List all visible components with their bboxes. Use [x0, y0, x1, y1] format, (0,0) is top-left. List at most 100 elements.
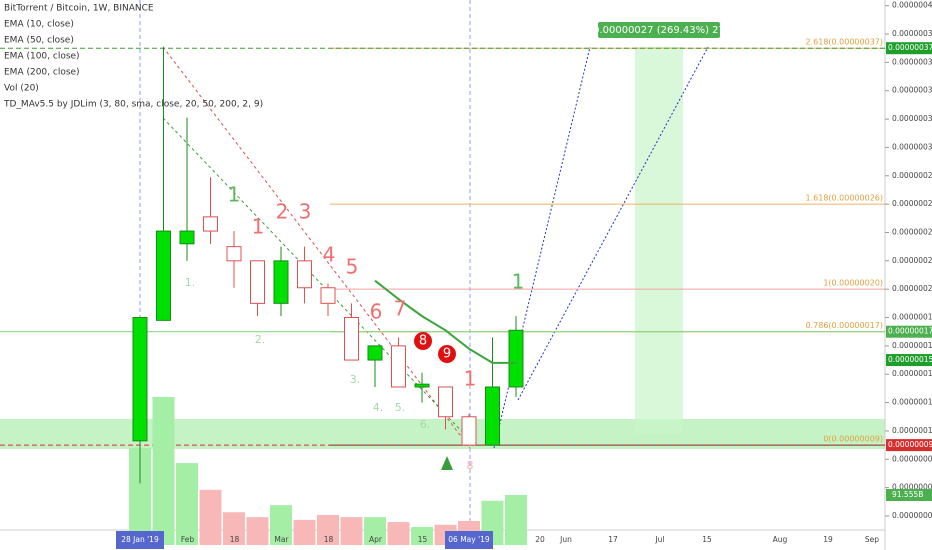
- x-tick-label: 18: [230, 535, 240, 544]
- candle-body: [179, 230, 195, 245]
- x-tick-label: Apr: [369, 535, 383, 544]
- date-tag: [116, 531, 164, 549]
- legend-line: EMA (100, close): [4, 52, 80, 62]
- price-tag: [886, 354, 932, 367]
- volume-bar: [293, 519, 316, 545]
- td-label: 3: [299, 200, 312, 224]
- candle-body: [485, 386, 500, 446]
- x-tick-label: 17: [608, 535, 618, 544]
- y-tick-label: 0.00000014: [892, 369, 932, 378]
- x-tick-label: 20: [535, 535, 545, 544]
- candle-body: [461, 416, 477, 446]
- candle-body: [414, 383, 430, 388]
- candle-body: [391, 345, 406, 388]
- candle-body: [367, 345, 383, 361]
- candle-body: [203, 216, 218, 232]
- candle-body: [250, 260, 265, 304]
- measure-box: [635, 47, 683, 434]
- fib-label: 0(0.00000009): [823, 435, 883, 444]
- volume-bar: [505, 494, 527, 545]
- volume-bar: [152, 397, 175, 545]
- td-label: 9: [443, 347, 451, 362]
- x-tick-label: 15: [702, 535, 712, 544]
- y-tick-label: 0.00000004: [892, 511, 932, 520]
- td-label: 3.: [350, 373, 361, 386]
- price-label: 0.00000017: [888, 327, 932, 336]
- volume-bar: [387, 522, 410, 545]
- td-circle: [438, 345, 456, 363]
- price-tag: [886, 439, 932, 452]
- candle-body: [344, 317, 359, 361]
- y-tick-label: 0.00000032: [892, 114, 932, 123]
- x-tick-label: 06 May '19: [448, 535, 490, 544]
- td-label: 6: [370, 300, 383, 324]
- x-tick-label: Mar: [274, 535, 289, 544]
- volume-label: 91.555B: [892, 490, 923, 499]
- price-tag: [886, 488, 932, 501]
- y-tick-label: 0.00000034: [892, 86, 932, 95]
- td-label: 4: [323, 243, 336, 267]
- td-label: 2: [276, 200, 289, 224]
- y-tick-label: 0.00000036: [892, 57, 932, 66]
- td-label: 1: [252, 215, 265, 239]
- fib-label: 1.618(0.00000026): [806, 194, 884, 203]
- fib-label: 1(0.00000020): [823, 279, 883, 288]
- td-label: 8: [419, 334, 427, 349]
- x-tick-label: Feb: [181, 535, 195, 544]
- td-label: 6.: [420, 418, 431, 431]
- y-tick-label: 0.00000040: [892, 1, 932, 10]
- price-tag: [886, 325, 932, 338]
- x-tick-label: Aug: [773, 535, 788, 544]
- fib-label: 0.786(0.00000017): [806, 321, 884, 330]
- y-tick-label: 0.00000016: [892, 341, 932, 350]
- volume-bar: [199, 489, 222, 545]
- volume-bar: [129, 447, 151, 545]
- legend-line: EMA (200, close): [4, 68, 80, 78]
- y-tick-label: 0.00000026: [892, 199, 932, 208]
- legend-line: TD_MAv5.5 by JDLim (3, 80, sma, close, 2…: [3, 100, 263, 110]
- y-tick-label: 0.00000024: [892, 227, 932, 236]
- x-tick-label: Jul: [654, 535, 664, 544]
- signal-triangle: [441, 456, 453, 470]
- td-label: 4.: [373, 401, 384, 414]
- price-label: 0.00000015: [888, 355, 932, 364]
- y-tick-label: 0.00000022: [892, 256, 932, 265]
- td-label: 5.: [395, 401, 406, 414]
- candle-body: [320, 287, 336, 304]
- volume-bar: [246, 517, 269, 545]
- td-label: 2.: [255, 333, 266, 346]
- x-tick-label: 19: [823, 535, 833, 544]
- date-tag: [445, 531, 493, 549]
- x-tick-label: 18: [324, 535, 334, 544]
- candle-body: [226, 246, 242, 262]
- volume-bar: [270, 505, 292, 545]
- td-label: 1.: [185, 276, 196, 289]
- td-label: 1: [512, 270, 525, 294]
- volume-bar: [223, 512, 245, 545]
- td-label: 1: [228, 183, 241, 207]
- x-tick-label: 28 Jan '19: [121, 535, 159, 544]
- y-tick-label: 0.00000038: [892, 29, 932, 38]
- measure-tag: [598, 22, 720, 38]
- fib-label: 2.618(0.00000037): [806, 38, 884, 47]
- x-tick-label: Sep: [865, 535, 879, 544]
- price-tag: [886, 42, 932, 55]
- candle-body: [273, 260, 289, 304]
- measure-label: 0.00000027 (269.43%) 27: [593, 25, 725, 36]
- td-label: 8: [467, 459, 474, 472]
- td-circle: [414, 332, 432, 350]
- volume-bar: [317, 514, 339, 545]
- price-label: 0.00000037: [888, 43, 932, 52]
- y-tick-label: 0.00000028: [892, 171, 932, 180]
- trend-line: [162, 117, 471, 441]
- volume-bar: [176, 463, 198, 545]
- legend-line: EMA (50, close): [4, 36, 74, 46]
- y-tick-label: 0.00000020: [892, 284, 932, 293]
- legend-line: Vol (20): [4, 84, 39, 94]
- y-tick-label: 0.00000006: [892, 483, 932, 492]
- y-tick-label: 0.00000008: [892, 454, 932, 463]
- volume-bar: [340, 517, 363, 545]
